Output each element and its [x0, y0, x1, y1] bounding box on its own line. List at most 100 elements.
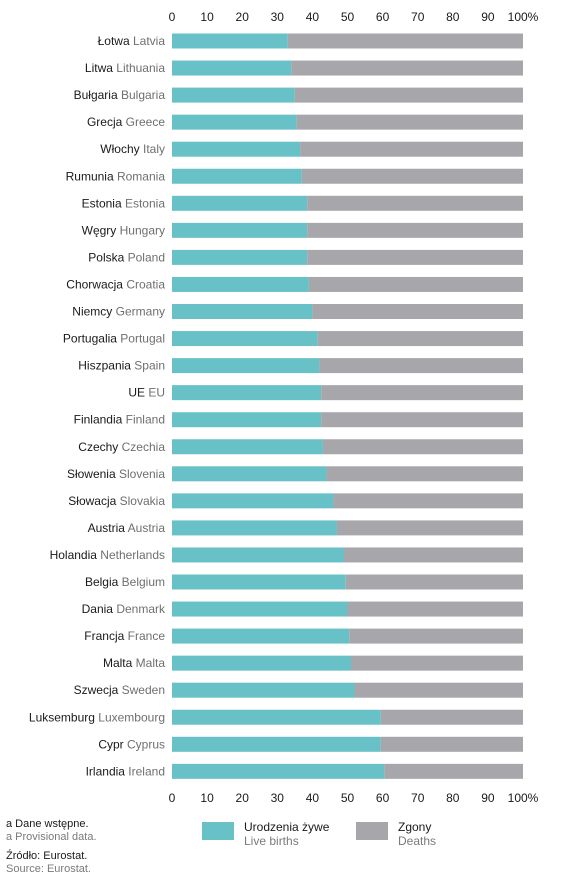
bar-deaths [343, 547, 523, 563]
bar-deaths [347, 601, 523, 617]
category-label-pl: Francja [84, 629, 127, 643]
category-label: Belgia Belgium [85, 575, 165, 589]
category-label-en: Slovakia [120, 494, 166, 508]
bar-live-births [172, 466, 327, 482]
top-tick-label: 100% [508, 10, 539, 24]
category-label-pl: Węgry [82, 223, 120, 237]
bar-deaths [345, 574, 523, 590]
category-label: UE EU [128, 386, 165, 400]
bar-live-births [172, 520, 337, 536]
category-label-en: Bulgaria [121, 88, 165, 102]
category-label: Cypr Cyprus [98, 737, 165, 751]
category-label-en: Italy [143, 142, 165, 156]
bottom-tick-label: 0 [169, 791, 176, 805]
category-label: Dania Denmark [82, 602, 166, 616]
category-label-en: Portugal [120, 332, 165, 346]
category-label-pl: Belgia [85, 575, 122, 589]
category-label-en: Germany [116, 305, 165, 319]
category-label: Irlandia Ireland [86, 764, 165, 778]
bar-live-births [172, 385, 322, 401]
bar-deaths [312, 304, 523, 319]
category-label-pl: Chorwacja [66, 277, 126, 291]
category-label-pl: Rumunia [66, 169, 117, 183]
legend-label-deaths: Zgony [398, 820, 432, 834]
category-label: Szwecja Sweden [74, 683, 165, 697]
top-tick-label: 40 [306, 10, 320, 24]
category-label: Włochy Italy [100, 142, 165, 156]
category-label-pl: Niemcy [72, 305, 115, 319]
category-label-en: Ireland [128, 764, 165, 778]
category-label: Finlandia Finland [74, 413, 165, 427]
bar-deaths [326, 466, 523, 482]
top-tick-label: 80 [446, 10, 460, 24]
bar-live-births [172, 331, 318, 347]
category-label-pl: Austria [88, 521, 128, 535]
category-label-en: Belgium [122, 575, 165, 589]
legend-item-deaths: Zgony Deaths [356, 820, 436, 848]
bar-deaths [336, 520, 523, 536]
category-label-en: Romania [117, 169, 165, 183]
bar-deaths [294, 87, 523, 103]
source-note: Źródło: Eurostat. [6, 850, 88, 862]
bar-live-births [172, 493, 334, 509]
bar-live-births [172, 114, 297, 130]
category-label-pl: Portugalia [63, 332, 120, 346]
category-label: Holandia Netherlands [50, 548, 165, 562]
top-tick-label: 60 [376, 10, 390, 24]
category-label-pl: Hiszpania [78, 359, 134, 373]
category-label-pl: Luksemburg [29, 710, 98, 724]
top-tick-label: 10 [200, 10, 214, 24]
bottom-tick-label: 40 [306, 791, 320, 805]
bar-deaths [384, 763, 523, 779]
category-label-en: Luxembourg [98, 710, 165, 724]
category-label: Austria Austria [88, 521, 166, 535]
bar-live-births [172, 574, 346, 590]
category-label: Grecja Greece [87, 115, 165, 129]
bar-deaths [307, 249, 523, 265]
category-label-en: Hungary [120, 223, 165, 237]
bar-live-births [172, 628, 350, 644]
category-label-en: Spain [134, 359, 165, 373]
bottom-tick-label: 10 [200, 791, 214, 805]
category-label-en: Sweden [122, 683, 165, 697]
bar-deaths [321, 412, 523, 428]
bar-deaths [317, 331, 523, 347]
bar-deaths [380, 736, 523, 752]
footnotes: a Dane wstępne. a Provisional data. Źród… [6, 818, 97, 876]
top-tick-label: 20 [236, 10, 250, 24]
bar-deaths [321, 385, 523, 401]
category-label-en: Latvia [133, 34, 165, 48]
bar-live-births [172, 222, 308, 238]
category-label-pl: Holandia [50, 548, 101, 562]
category-label: Estonia Estonia [82, 196, 166, 210]
category-label-en: Poland [128, 250, 165, 264]
category-label: Słowenia Slovenia [67, 467, 165, 481]
bottom-axis-ticks: 0 10 20 30 40 50 60 70 80 90 100% [169, 791, 539, 805]
bar-deaths [307, 222, 523, 238]
bar-live-births [172, 358, 320, 374]
bar-deaths [301, 168, 523, 184]
category-label: Malta Malta [103, 656, 165, 670]
category-label: Rumunia Romania [66, 169, 166, 183]
bottom-tick-label: 70 [411, 791, 425, 805]
bar-live-births [172, 601, 348, 617]
category-label: Francja France [84, 629, 165, 643]
bottom-tick-label: 80 [446, 791, 460, 805]
bar-deaths [308, 276, 523, 292]
bar-deaths [296, 114, 523, 130]
category-label-en: Finland [126, 413, 165, 427]
category-label-en: EU [148, 386, 165, 400]
category-label: Łotwa Latvia [98, 34, 166, 48]
category-label-pl: Czechy [78, 440, 121, 454]
bar-live-births [172, 304, 313, 319]
top-tick-label: 90 [481, 10, 495, 24]
bar-deaths [287, 33, 523, 49]
bar-live-births [172, 655, 352, 671]
category-label-pl: Litwa [85, 61, 116, 75]
bar-live-births [172, 682, 355, 698]
bar-live-births [172, 763, 385, 779]
bar-live-births [172, 33, 288, 49]
top-tick-label: 0 [169, 10, 176, 24]
category-label-en: Croatia [126, 277, 165, 291]
bar-live-births [172, 249, 308, 265]
